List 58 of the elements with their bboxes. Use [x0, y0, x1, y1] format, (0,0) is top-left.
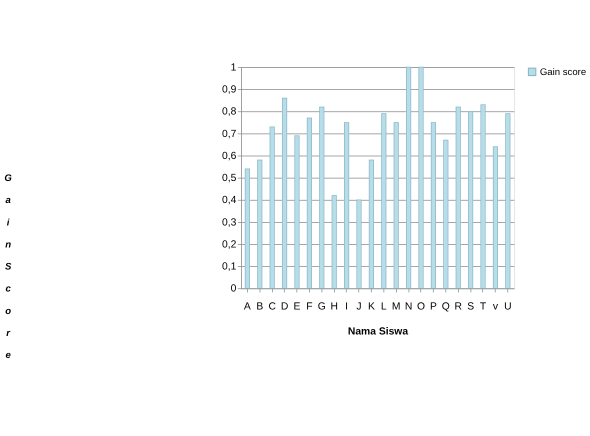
bar	[356, 200, 362, 289]
bar	[492, 146, 498, 289]
x-tick-label: T	[480, 301, 487, 312]
y-tick-label: 0,6	[222, 150, 237, 162]
x-tick-label: H	[330, 301, 338, 312]
x-tick-label: G	[318, 301, 326, 312]
x-tick-label: C	[268, 301, 276, 312]
x-tick-label: J	[356, 301, 362, 312]
y-tick-label: 0,2	[222, 239, 237, 250]
y-tick-label: 1	[230, 62, 237, 74]
x-tick-label: F	[306, 301, 313, 312]
text: Gain Score	[4, 173, 12, 362]
bar	[381, 113, 386, 289]
x-tick-label: Q	[442, 301, 450, 312]
x-tick-label: D	[280, 301, 288, 312]
bar	[332, 195, 337, 289]
x-tick-label: O	[416, 301, 426, 312]
x-tick-label: N	[404, 301, 412, 312]
bar	[480, 104, 486, 289]
bar	[394, 122, 399, 289]
x-tick-label: U	[504, 301, 512, 312]
y-tick-label: 0,4	[222, 195, 237, 206]
bar	[344, 122, 350, 289]
bar	[294, 135, 300, 289]
x-tick-label: K	[368, 301, 375, 312]
bar	[505, 113, 510, 289]
bar	[282, 98, 288, 289]
y-tick-label: 0	[230, 284, 237, 295]
x-tick-label: A	[244, 301, 251, 312]
y-tick-label: 0,5	[222, 173, 237, 184]
x-tick-label: v	[492, 301, 499, 312]
bar	[257, 160, 262, 289]
y-tick-label: 0,7	[222, 128, 237, 140]
bar	[406, 66, 412, 289]
bar	[244, 168, 250, 289]
x-tick-label: P	[430, 301, 437, 312]
bar	[418, 66, 424, 289]
y-tick-label: 0,8	[222, 106, 237, 118]
bar	[368, 160, 374, 289]
bar	[443, 140, 448, 289]
bar	[456, 106, 461, 289]
bar	[306, 118, 312, 289]
x-tick-label: E	[294, 301, 301, 312]
x-tick-label: L	[380, 301, 387, 312]
x-tick-label: S	[467, 301, 474, 312]
x-tick-label: B	[256, 301, 264, 312]
x-tick-label: R	[454, 301, 462, 312]
bar	[430, 122, 436, 289]
legend-label: Gain score	[540, 66, 586, 78]
bar	[468, 111, 474, 289]
x-tick-label: I	[345, 301, 348, 312]
bar	[270, 126, 275, 289]
y-tick-label: 0,9	[222, 84, 237, 96]
x-tick-label: M	[392, 301, 400, 312]
bar	[319, 106, 324, 289]
x-axis-title: Nama Siswa	[348, 326, 408, 338]
y-tick-label: 0,3	[222, 217, 237, 228]
y-tick-label: 0,1	[222, 262, 237, 273]
